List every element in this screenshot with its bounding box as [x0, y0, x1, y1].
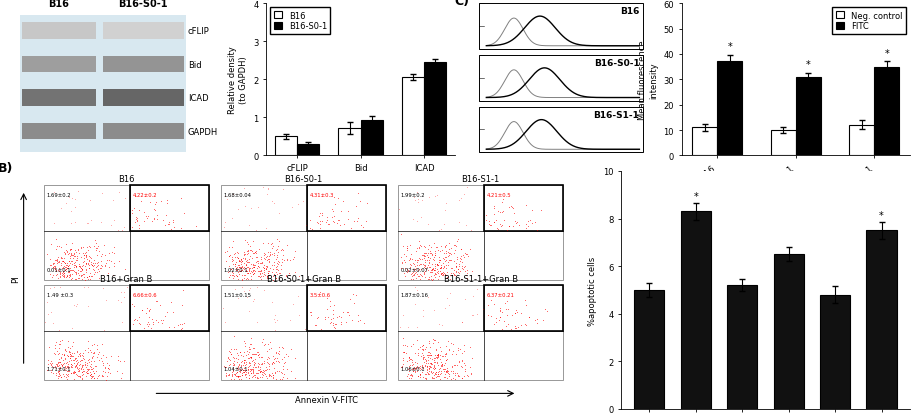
Bar [338, 129, 360, 156]
Text: 3.5±0.6: 3.5±0.6 [310, 292, 331, 297]
Text: B16-S0-1: B16-S0-1 [594, 59, 640, 68]
Point [732, 4, 747, 11]
Text: 4.31±0.3: 4.31±0.3 [310, 192, 335, 198]
Bar [692, 128, 717, 156]
Bar [360, 121, 383, 156]
Bar [103, 57, 184, 73]
Text: B): B) [0, 162, 13, 175]
X-axis label: Cell types: Cell types [775, 201, 817, 209]
Text: 1.49 ±0.3: 1.49 ±0.3 [47, 292, 73, 297]
Text: *: * [806, 60, 811, 70]
Y-axis label: Mean fluorescence
intensity: Mean fluorescence intensity [639, 40, 658, 120]
Text: *: * [728, 42, 732, 52]
Bar [22, 57, 96, 73]
Y-axis label: %apoptotic cells: %apoptotic cells [588, 256, 597, 325]
Text: GAPDH: GAPDH [187, 127, 218, 136]
Text: 1.71±0.1: 1.71±0.1 [47, 366, 72, 372]
Text: PI: PI [12, 275, 20, 282]
Text: *: * [879, 210, 884, 220]
Text: 4.21±0.5: 4.21±0.5 [487, 192, 512, 198]
Bar [681, 212, 711, 409]
Bar [402, 78, 425, 156]
Text: 6.37±0.21: 6.37±0.21 [487, 292, 515, 297]
Text: 6.66±0.6: 6.66±0.6 [132, 292, 157, 297]
Text: 1.68±0.04: 1.68±0.04 [223, 192, 252, 198]
Text: 1.04±0.1: 1.04±0.1 [223, 366, 248, 372]
Text: 4.22±0.2: 4.22±0.2 [132, 192, 157, 198]
Bar [22, 23, 96, 40]
Text: 1.51±0.15: 1.51±0.15 [223, 292, 252, 297]
Bar [297, 145, 320, 156]
Text: *: * [884, 49, 890, 59]
Bar [634, 290, 664, 409]
Point [808, 0, 823, 1]
Text: 1.02±0.1: 1.02±0.1 [223, 267, 248, 272]
Y-axis label: Relative density
(to GAPDH): Relative density (to GAPDH) [228, 46, 248, 114]
Bar [103, 90, 184, 107]
Bar [103, 123, 184, 140]
Text: cFLIP: cFLIP [187, 27, 210, 36]
Text: 1.99±0.2: 1.99±0.2 [401, 192, 425, 198]
Bar [727, 285, 757, 409]
Text: Annexin V-FITC: Annexin V-FITC [295, 395, 358, 404]
Bar [275, 137, 297, 156]
Legend: Neg. control, FITC: Neg. control, FITC [833, 8, 905, 35]
Text: B16: B16 [49, 0, 70, 9]
Text: B16+Gran B: B16+Gran B [100, 274, 153, 283]
Bar [22, 90, 96, 107]
Bar [849, 126, 874, 156]
Text: 0.02±0.07: 0.02±0.07 [401, 267, 429, 272]
Text: 1.06±0.1: 1.06±0.1 [401, 366, 425, 372]
Point [814, 13, 829, 19]
Bar [771, 131, 796, 156]
Text: B16-S0-1: B16-S0-1 [119, 0, 168, 9]
Bar [874, 67, 900, 156]
Point [881, 14, 896, 21]
Text: 1.69±0.2: 1.69±0.2 [47, 192, 72, 198]
Text: C): C) [455, 0, 470, 8]
Text: B16-S0-1+Gran B: B16-S0-1+Gran B [267, 274, 341, 283]
Bar [717, 62, 743, 156]
Bar [774, 255, 804, 409]
Text: B16-S1-1: B16-S1-1 [594, 110, 640, 119]
Text: Bid: Bid [187, 60, 201, 69]
Legend: B16, B16-S0-1: B16, B16-S0-1 [270, 8, 331, 35]
Text: B16: B16 [620, 7, 640, 16]
Bar [103, 23, 184, 40]
Text: B16-S0-1: B16-S0-1 [285, 174, 323, 183]
Text: B16: B16 [119, 174, 135, 183]
Point [764, 0, 778, 5]
Bar [820, 295, 850, 409]
Text: *: * [694, 191, 698, 201]
Bar [867, 231, 897, 409]
Bar [22, 123, 96, 140]
Text: 1.87±0.16: 1.87±0.16 [401, 292, 429, 297]
Text: 0.01±0.1: 0.01±0.1 [47, 267, 72, 272]
Bar [796, 78, 821, 156]
Bar [425, 63, 447, 156]
Point [759, 0, 774, 5]
Text: ICAD: ICAD [187, 94, 209, 103]
Bar [19, 16, 186, 153]
Text: B16-S1-1+Gran B: B16-S1-1+Gran B [444, 274, 517, 283]
Text: B16-S1-1: B16-S1-1 [461, 174, 500, 183]
